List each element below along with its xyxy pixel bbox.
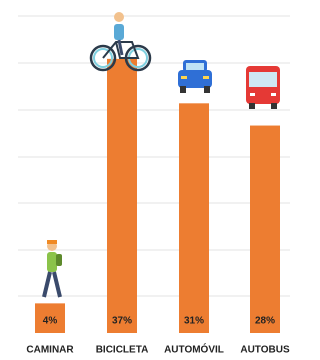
x-tick-label: BICICLETA — [96, 345, 149, 356]
walker-icon — [44, 240, 62, 297]
bus-icon — [246, 66, 280, 109]
x-tick-label: AUTOMÓVIL — [164, 343, 224, 356]
value-label: 28% — [255, 316, 275, 327]
chart: 4% CAMINAR 37% BICICLETA 31% AUTOMÓVIL 28% AUTO… — [0, 0, 294, 360]
bar — [179, 103, 209, 333]
car-icon — [178, 60, 212, 93]
value-label: 37% — [112, 316, 132, 327]
bar — [107, 59, 137, 333]
x-tick-label: AUTOBUS — [240, 345, 290, 356]
value-label: 31% — [184, 316, 204, 327]
bars — [35, 59, 280, 333]
value-label: 4% — [43, 316, 58, 327]
x-tick-label: CAMINAR — [26, 345, 74, 356]
bar — [250, 126, 280, 333]
